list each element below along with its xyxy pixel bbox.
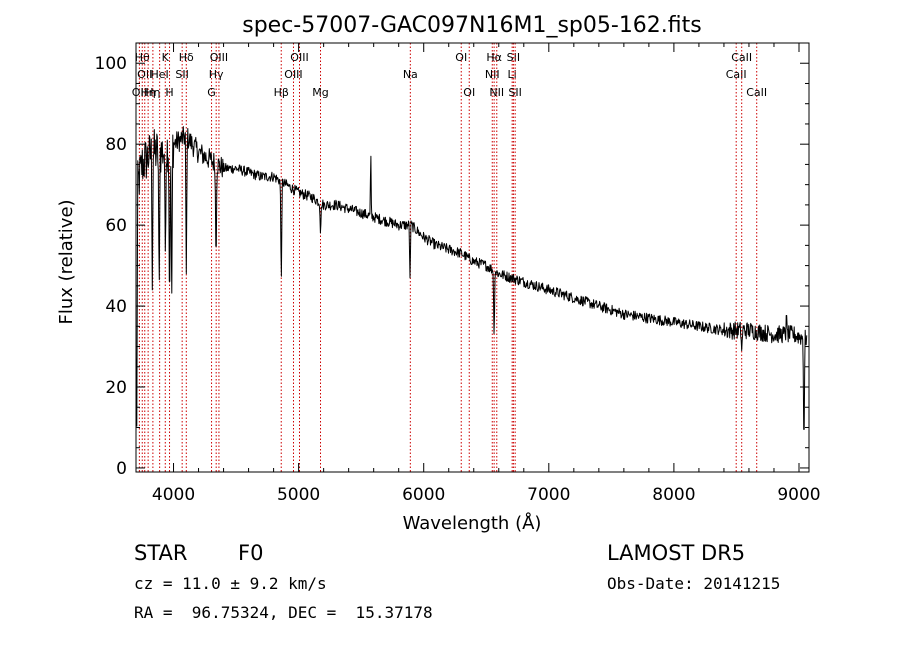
line-marker-label: SII (508, 86, 521, 99)
object-subclass: F0 (238, 541, 264, 565)
y-tick-label: 100 (95, 54, 127, 74)
spectrum-chart: spec-57007-GAC097N16M1_sp05-162.fits OII… (56, 13, 821, 534)
line-marker-label: OIII (290, 51, 308, 64)
line-markers: OIIHθOIIHηHηHeIKHSIIHδGHγOIIIHβOIIIOIIIM… (132, 43, 767, 472)
y-tick-label: 40 (105, 297, 127, 317)
y-tick-label: 0 (116, 459, 127, 479)
line-marker-label: CaII (731, 51, 752, 64)
line-marker-label: HeI (150, 68, 168, 81)
line-marker-label: Hβ (274, 86, 289, 99)
spectrum-trace (135, 126, 808, 430)
line-marker-label: Mg (312, 86, 328, 99)
observation-date: Obs-Date: 20141215 (607, 574, 781, 593)
line-marker-label: H (165, 86, 173, 99)
x-tick-label: 6000 (402, 485, 445, 505)
object-class: STAR (134, 541, 188, 565)
plot-frame (135, 42, 810, 473)
survey-release: LAMOST DR5 (607, 541, 746, 565)
x-tick-label: 5000 (277, 485, 320, 505)
line-marker-label: SII (507, 51, 520, 64)
x-tick-label: 8000 (652, 485, 695, 505)
line-marker-label: Hη (145, 86, 160, 99)
sky-coordinates: RA = 96.75324, DEC = 15.37178 (134, 603, 433, 622)
line-marker-label: OI (463, 86, 475, 99)
line-marker-label: Hη (141, 86, 156, 99)
y-axis-label: Flux (relative) (56, 199, 77, 324)
line-marker-label: Na (403, 68, 418, 81)
line-marker-label: Hα (486, 51, 502, 64)
line-marker-label: OIII (284, 68, 302, 81)
line-marker-label: NII (485, 68, 500, 81)
spectrum-line (135, 126, 808, 430)
x-axis-label: Wavelength (Å) (403, 512, 542, 534)
line-marker-label: CaII (726, 68, 747, 81)
x-tick-label: 9000 (777, 485, 820, 505)
line-marker-label: Hδ (179, 51, 194, 64)
axis-ticks: 4000 5000 6000 7000 8000 9000 0 20 40 60 80 100 (95, 43, 821, 505)
redshift-velocity: cz = 11.0 ± 9.2 km/s (134, 574, 327, 593)
x-tick-label: 7000 (527, 485, 570, 505)
line-marker-label: Hθ (135, 51, 150, 64)
x-tick-label: 4000 (152, 485, 195, 505)
chart-title: spec-57007-GAC097N16M1_sp05-162.fits (242, 13, 702, 38)
line-marker-label: G (207, 86, 216, 99)
line-marker-label: OIII (210, 51, 228, 64)
line-marker-label: NII (489, 86, 504, 99)
line-marker-label: SII (175, 68, 188, 81)
line-marker-label: OI (455, 51, 467, 64)
line-marker-label: Li (508, 68, 517, 81)
line-marker-label: Hγ (209, 68, 224, 81)
y-tick-label: 80 (105, 135, 127, 155)
line-marker-label: CaII (746, 86, 767, 99)
y-tick-label: 60 (105, 216, 127, 236)
line-marker-label: K (162, 51, 170, 64)
y-tick-label: 20 (105, 378, 127, 398)
